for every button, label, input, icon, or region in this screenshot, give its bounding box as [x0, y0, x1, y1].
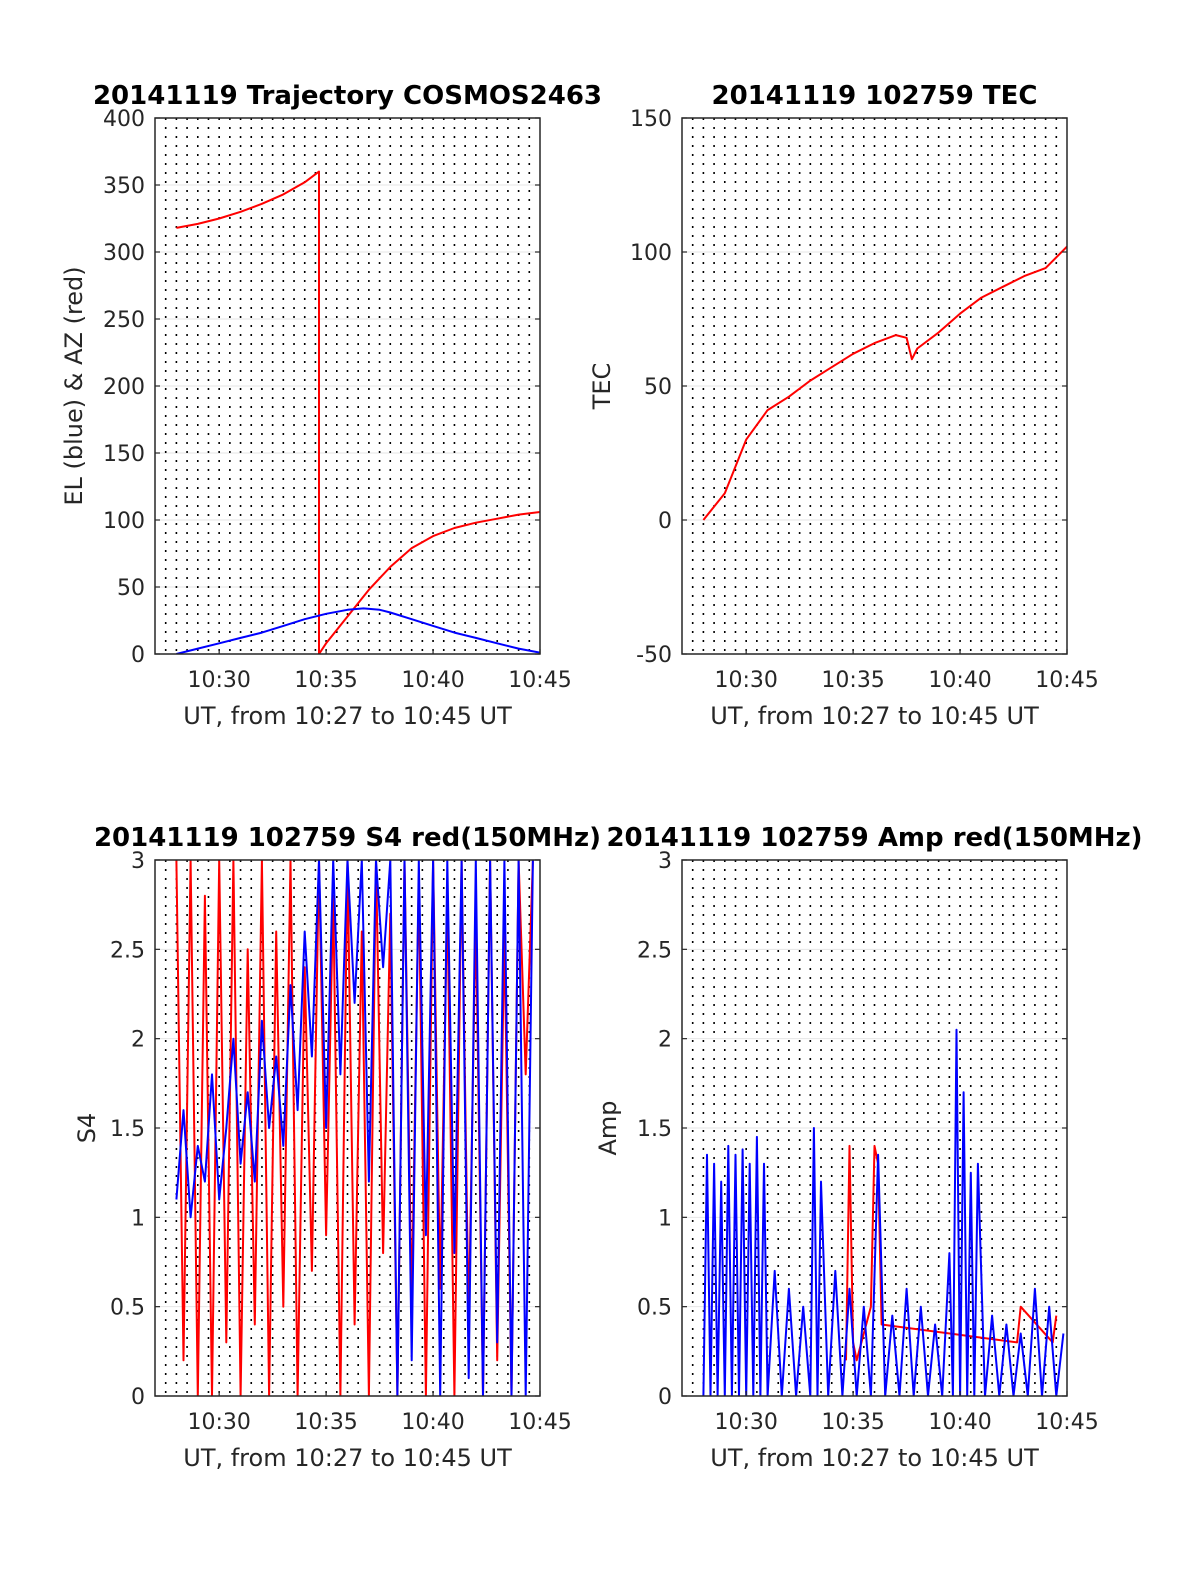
- x-axis-label: UT, from 10:27 to 10:45 UT: [710, 702, 1039, 730]
- y-tick-label: 1: [131, 1206, 145, 1231]
- x-axis-label: UT, from 10:27 to 10:45 UT: [183, 702, 512, 730]
- x-tick-label: 10:45: [1035, 1410, 1098, 1435]
- y-tick-label: 400: [103, 107, 145, 132]
- chart-title: 20141119 102759 S4 red(150MHz): [94, 823, 601, 853]
- y-tick-label: 50: [117, 576, 145, 601]
- chart-title: 20141119 102759 Amp red(150MHz): [606, 823, 1142, 853]
- x-tick-label: 10:40: [401, 1410, 464, 1435]
- y-tick-label: 100: [630, 241, 672, 266]
- x-tick-label: 10:30: [714, 1410, 777, 1435]
- x-tick-label: 10:30: [187, 668, 250, 693]
- x-tick-label: 10:30: [714, 668, 777, 693]
- x-tick-label: 10:30: [187, 1410, 250, 1435]
- y-tick-label: 1.5: [110, 1117, 145, 1142]
- x-axis-label: UT, from 10:27 to 10:45 UT: [183, 1444, 512, 1472]
- y-axis-label: Amp: [594, 1100, 622, 1155]
- y-tick-label: 2: [658, 1028, 672, 1053]
- y-tick-label: 2: [131, 1028, 145, 1053]
- series-line-tec: [702, 245, 1067, 521]
- y-tick-label: -50: [636, 643, 672, 668]
- y-tick-label: 3: [131, 849, 145, 874]
- y-tick-label: 200: [103, 375, 145, 400]
- y-tick-label: 350: [103, 174, 145, 199]
- y-tick-label: 1.5: [637, 1117, 672, 1142]
- chart-title: 20141119 Trajectory COSMOS2463: [93, 81, 602, 111]
- y-tick-label: 0.5: [110, 1296, 145, 1321]
- y-tick-label: 0: [658, 1385, 672, 1410]
- chart-panel-4: 0 0.5 1 1.5 2 2.5 3 10:30 10:35 10:40 10:45 2014111…: [594, 823, 1143, 1472]
- chart-panel-3: 0 0.5 1 1.5 2 2.5 3 10:30 10:35 10:40 10:45 2014111…: [73, 823, 601, 1472]
- y-tick-label: 300: [103, 241, 145, 266]
- y-tick-label: 150: [630, 107, 672, 132]
- x-tick-label: 10:45: [508, 1410, 571, 1435]
- x-tick-label: 10:45: [508, 668, 571, 693]
- y-tick-label: 250: [103, 308, 145, 333]
- x-tick-label: 10:35: [821, 668, 884, 693]
- x-axis-label: UT, from 10:27 to 10:45 UT: [710, 1444, 1039, 1472]
- x-tick-label: 10:40: [401, 668, 464, 693]
- y-tick-label: 3: [658, 849, 672, 874]
- y-axis-label: TEC: [588, 363, 616, 411]
- y-tick-label: 0: [131, 1385, 145, 1410]
- y-tick-label: 0.5: [637, 1296, 672, 1321]
- x-tick-label: 10:40: [928, 1410, 991, 1435]
- x-tick-label: 10:35: [294, 668, 357, 693]
- chart-title: 20141119 102759 TEC: [712, 81, 1038, 111]
- y-tick-label: 1: [658, 1206, 672, 1231]
- x-tick-label: 10:45: [1035, 668, 1098, 693]
- y-tick-label: 0: [131, 643, 145, 668]
- series-line-blue: [702, 1028, 1065, 1396]
- y-tick-label: 50: [644, 375, 672, 400]
- x-tick-label: 10:40: [928, 668, 991, 693]
- y-tick-label: 100: [103, 509, 145, 534]
- y-tick-label: 2.5: [637, 938, 672, 963]
- y-tick-label: 0: [658, 509, 672, 534]
- series-line-az-red-: [176, 170, 540, 654]
- y-axis-label: EL (blue) & AZ (red): [60, 266, 88, 505]
- x-tick-label: 10:35: [821, 1410, 884, 1435]
- y-tick-label: 2.5: [110, 938, 145, 963]
- y-axis-label: S4: [73, 1113, 101, 1144]
- series-line-blue: [175, 860, 534, 1396]
- x-tick-label: 10:35: [294, 1410, 357, 1435]
- series-line-red: [845, 1144, 1058, 1362]
- series-line-el-blue-: [176, 607, 540, 654]
- y-tick-label: 150: [103, 442, 145, 467]
- chart-panel-1: 0 50 100 150 200 250 300 350 400 10:30 10:35 10:40 1…: [60, 81, 602, 730]
- chart-panel-2: -50 0 50 100 150 10:30 10:35 10:40 10:45 20141119…: [588, 81, 1099, 730]
